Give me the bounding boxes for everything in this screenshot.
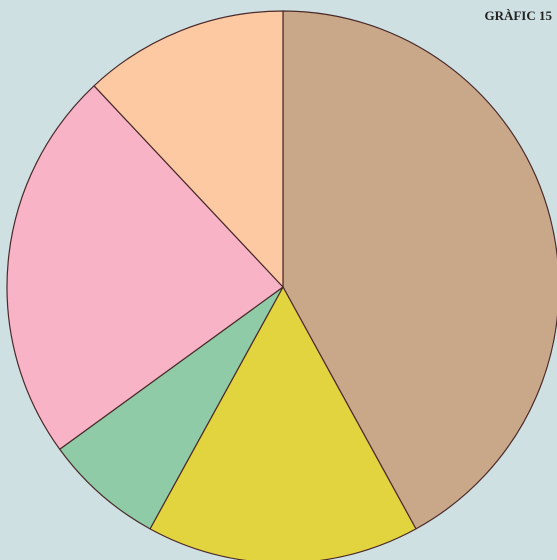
pie-slice — [93, 10, 284, 288]
chart-title: GRÀFIC 15 — [484, 8, 552, 23]
pie-slice — [282, 10, 557, 530]
pie-slice — [59, 286, 284, 530]
pie-slice — [6, 85, 284, 450]
pie-slice — [149, 286, 417, 560]
pie — [6, 10, 557, 560]
